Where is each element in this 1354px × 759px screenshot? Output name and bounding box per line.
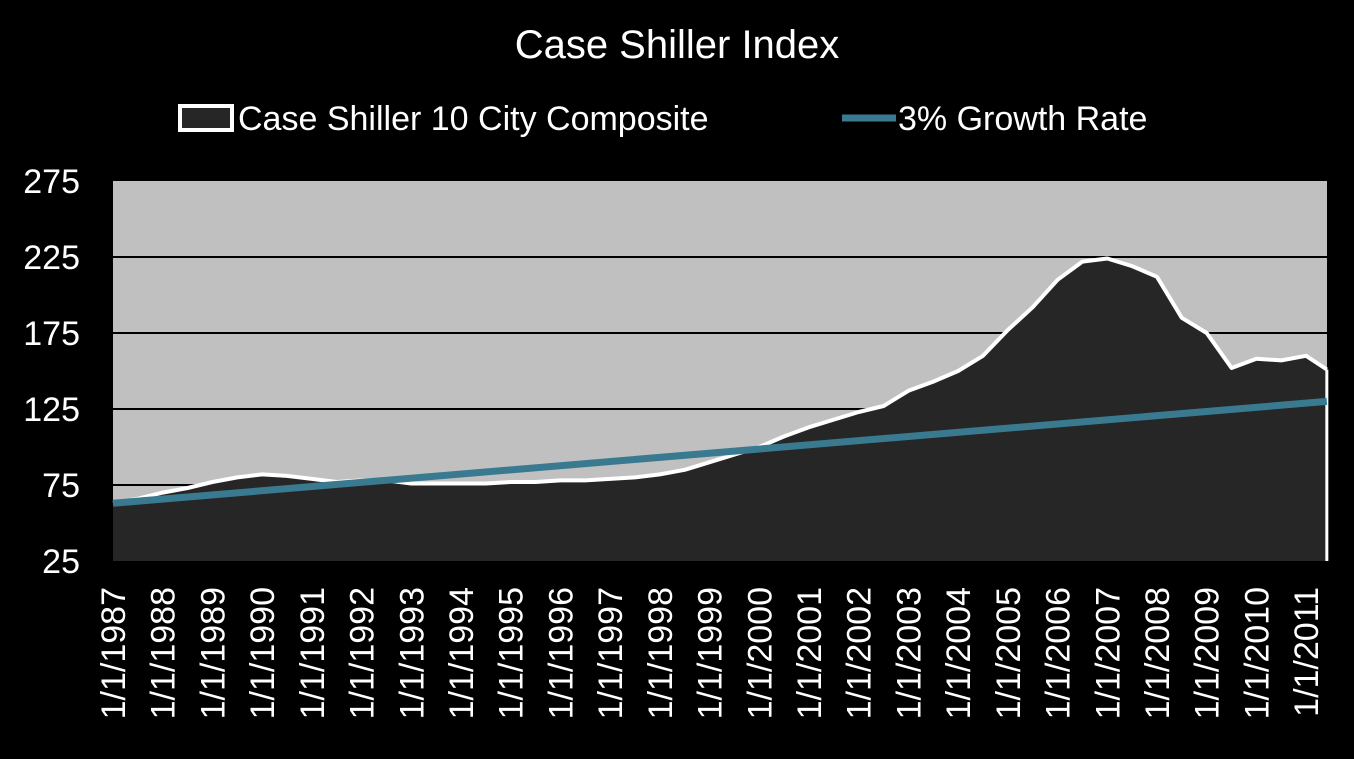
x-tick-label-2001: 1/1/2001 <box>791 587 829 719</box>
x-tick-label-1989: 1/1/1989 <box>194 587 232 719</box>
legend-item-composite: Case Shiller 10 City Composite <box>178 100 709 138</box>
x-tick-label-1997: 1/1/1997 <box>592 587 630 719</box>
x-tick-label-2000: 1/1/2000 <box>741 587 779 719</box>
legend-label-composite: Case Shiller 10 City Composite <box>238 100 709 138</box>
y-tick-label-125: 125 <box>23 391 80 429</box>
x-tick-label-1987: 1/1/1987 <box>95 587 133 719</box>
x-tick-label-1993: 1/1/1993 <box>393 587 431 719</box>
y-tick-label-175: 175 <box>23 315 80 353</box>
x-tick-label-2011: 1/1/2011 <box>1288 587 1326 717</box>
y-tick-label-25: 25 <box>42 543 80 581</box>
series-layer <box>112 256 1329 561</box>
y-tick-label-75: 75 <box>42 467 80 505</box>
x-tick-label-2010: 1/1/2010 <box>1238 587 1276 719</box>
legend-item-growth: 3% Growth Rate <box>842 100 1147 138</box>
x-tick-label-2009: 1/1/2009 <box>1189 587 1227 719</box>
legend: Case Shiller 10 City Composite 3% Growth… <box>178 100 1147 138</box>
x-tick-label-1992: 1/1/1992 <box>344 587 382 719</box>
x-tick-label-2002: 1/1/2002 <box>841 587 879 719</box>
chart-title: Case Shiller Index <box>515 23 840 67</box>
x-tick-label-2005: 1/1/2005 <box>990 587 1028 719</box>
x-axis: 1/1/1987 1/1/1988 1/1/1989 1/1/1990 1/1/1991… <box>95 587 1326 719</box>
x-tick-label-2004: 1/1/2004 <box>940 587 978 719</box>
y-axis: 25 75 125 175 225 275 <box>23 163 80 581</box>
y-tick-label-275: 275 <box>23 163 80 201</box>
legend-swatch-composite <box>178 104 234 132</box>
x-tick-label-1988: 1/1/1988 <box>145 587 183 719</box>
y-tick-label-225: 225 <box>23 239 80 277</box>
x-tick-label-1999: 1/1/1999 <box>692 587 730 719</box>
x-tick-label-1995: 1/1/1995 <box>493 587 531 719</box>
x-tick-label-1990: 1/1/1990 <box>244 587 282 719</box>
x-tick-label-2008: 1/1/2008 <box>1139 587 1177 719</box>
x-tick-label-2007: 1/1/2007 <box>1089 587 1127 719</box>
series-composite-line <box>112 256 1328 506</box>
x-tick-label-2003: 1/1/2003 <box>890 587 928 719</box>
x-tick-label-1996: 1/1/1996 <box>542 587 580 719</box>
x-tick-label-2006: 1/1/2006 <box>1040 587 1078 719</box>
x-tick-label-1998: 1/1/1998 <box>642 587 680 719</box>
legend-label-growth: 3% Growth Rate <box>898 100 1147 138</box>
x-tick-label-1994: 1/1/1994 <box>443 587 481 719</box>
x-tick-label-1991: 1/1/1991 <box>294 587 332 719</box>
series-growth-line <box>112 397 1328 507</box>
